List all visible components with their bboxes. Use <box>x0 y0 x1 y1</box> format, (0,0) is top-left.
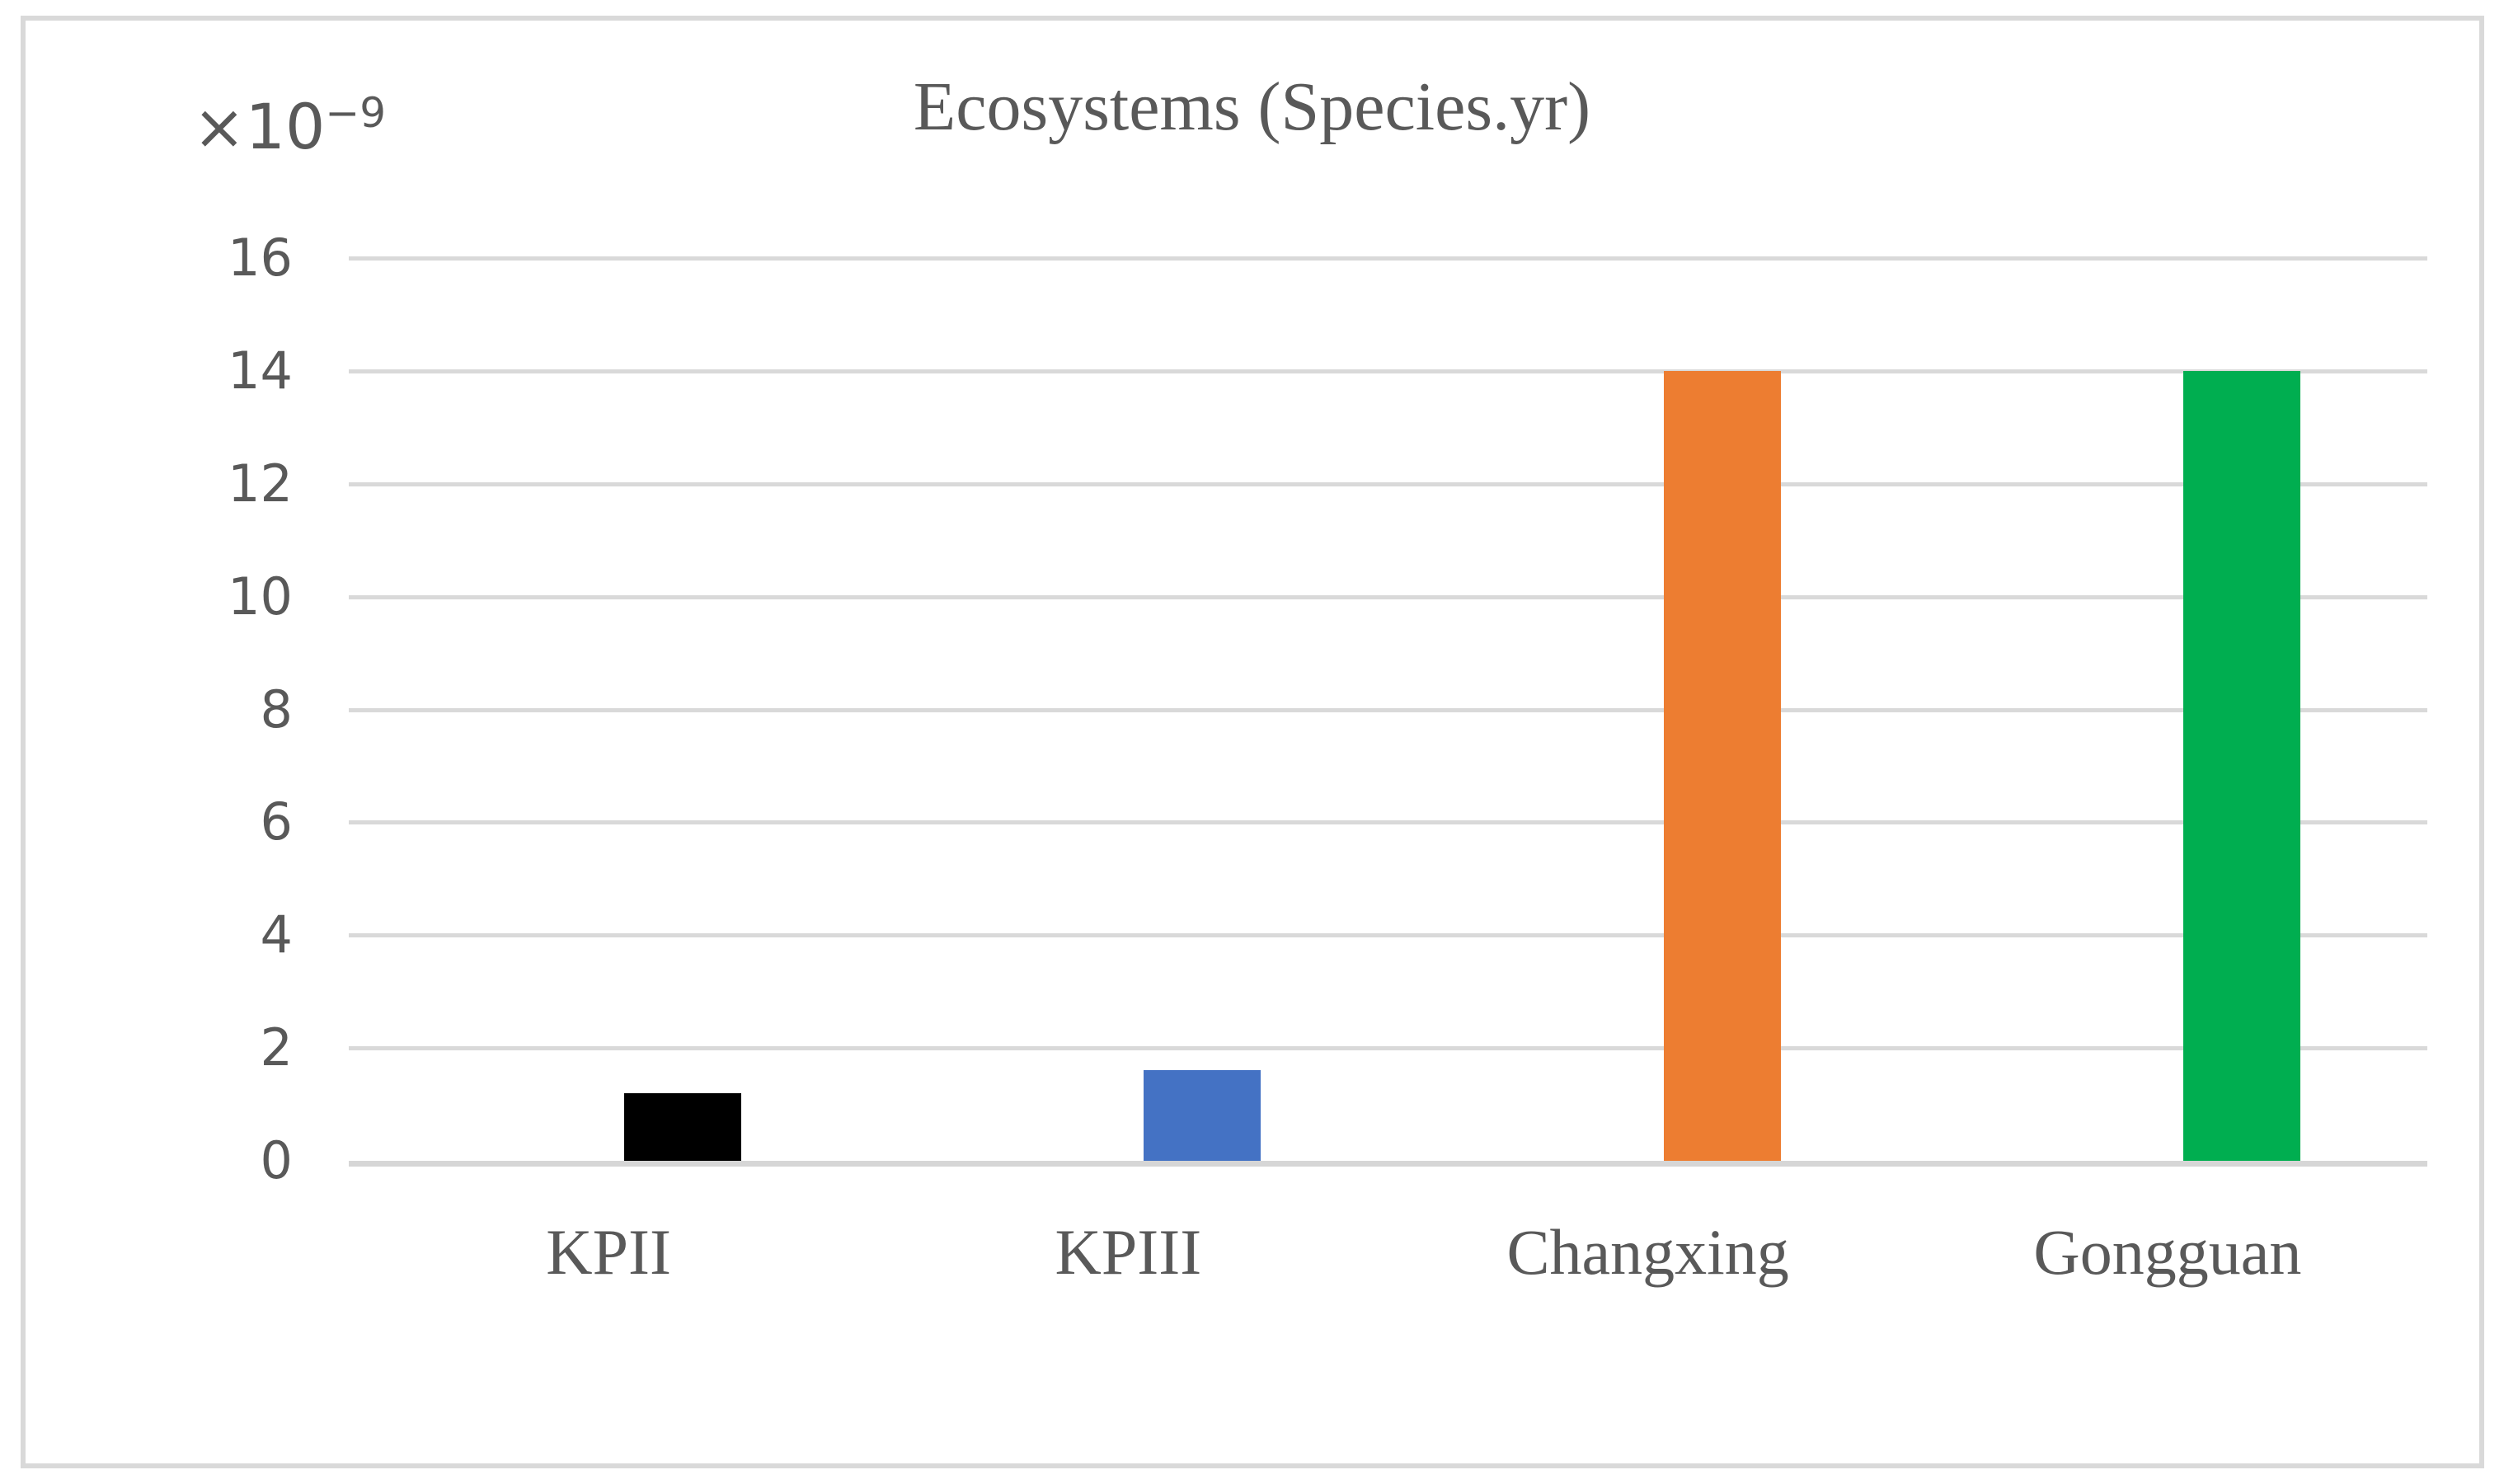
bar-kpii <box>624 1093 742 1161</box>
y-tick-label-16: 16 <box>228 228 293 288</box>
bar-gongguan <box>2182 371 2300 1161</box>
x-category-label-kpiii: KPIII <box>1055 1216 1202 1288</box>
plot-area <box>349 256 2427 1167</box>
multiplier-exponent-text: −9 <box>325 89 387 137</box>
gridline-y6 <box>349 820 2427 825</box>
y-axis-multiplier-label: ×10−9 <box>193 92 386 158</box>
bar-changxing <box>1663 371 1781 1161</box>
x-category-label-gongguan: Gongguan <box>2033 1216 2302 1288</box>
x-category-label-kpii: KPII <box>546 1216 671 1288</box>
y-tick-label-4: 4 <box>260 904 293 965</box>
y-tick-label-2: 2 <box>260 1017 293 1078</box>
y-tick-label-0: 0 <box>260 1130 293 1190</box>
chart-border-frame <box>21 16 2484 1468</box>
x-category-label-changxing: Changxing <box>1506 1216 1789 1288</box>
gridline-y2 <box>349 1046 2427 1051</box>
y-tick-label-8: 8 <box>260 679 293 740</box>
bar-kpiii <box>1144 1070 1261 1161</box>
multiplier-base-text: ×10 <box>193 90 326 163</box>
gridline-y8 <box>349 707 2427 712</box>
gridline-y12 <box>349 481 2427 486</box>
y-tick-label-10: 10 <box>228 566 293 627</box>
gridline-y10 <box>349 594 2427 599</box>
gridline-y16 <box>349 256 2427 261</box>
y-tick-label-14: 14 <box>228 340 293 401</box>
y-tick-label-12: 12 <box>228 453 293 514</box>
y-tick-label-6: 6 <box>260 791 293 852</box>
x-axis-line <box>349 1161 2427 1167</box>
chart-title: Ecosystems (Species.yr) <box>913 68 1591 145</box>
gridline-y4 <box>349 933 2427 938</box>
gridline-y14 <box>349 369 2427 373</box>
